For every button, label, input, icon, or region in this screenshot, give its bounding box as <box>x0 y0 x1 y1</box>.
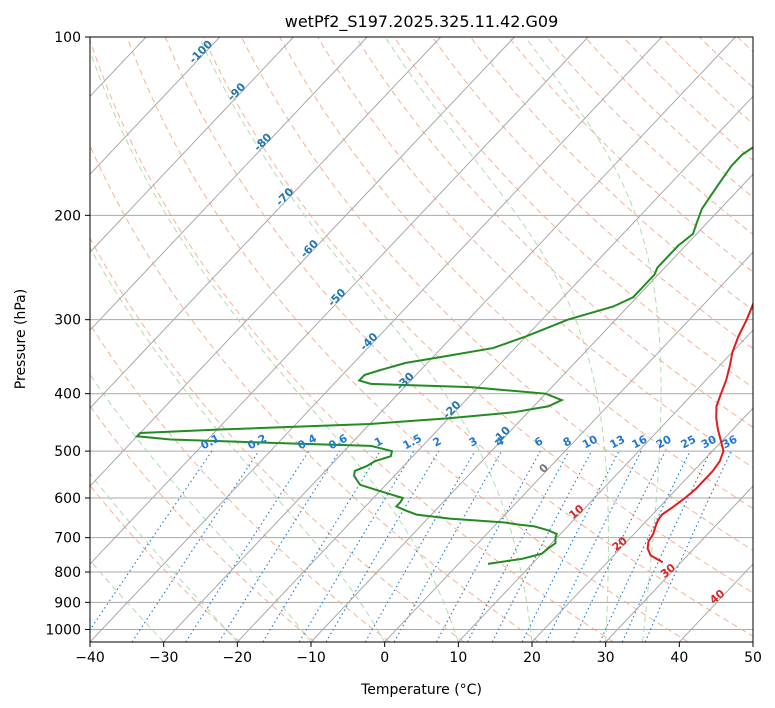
dry-adiabat-line <box>90 38 614 642</box>
mixing-ratio-label: 13 <box>608 433 628 452</box>
mixing-ratio-line <box>325 450 440 642</box>
y-tick-label: 300 <box>54 313 81 329</box>
plot-frame <box>89 36 754 643</box>
mixing-ratio-line <box>621 450 712 642</box>
x-tick-label: −20 <box>223 650 253 666</box>
y-tick-label: 500 <box>54 444 81 460</box>
x-tick-label: 10 <box>449 650 467 666</box>
mixing-ratio-label: 25 <box>679 433 699 452</box>
dry-adiabat-line <box>90 484 241 642</box>
dry-adiabat-line <box>164 37 753 637</box>
dry-adiabat-line <box>546 37 753 236</box>
mixing-ratio-line <box>393 450 503 642</box>
x-tick-label: 50 <box>744 650 762 666</box>
dry-adiabat-line <box>279 37 753 510</box>
axis-ticks: −40 −30 −20 −10 0 10 20 30 40 50 100 200 300 400 500 60… <box>45 30 762 666</box>
plot-background <box>90 37 753 642</box>
y-tick-label: 200 <box>54 208 81 224</box>
mixing-ratio-line <box>185 450 310 642</box>
y-tick-label: 100 <box>54 30 81 46</box>
x-tick-label: 30 <box>597 650 615 666</box>
mixing-ratio-label: 10 <box>580 433 600 452</box>
dry-adiabat-line <box>202 37 753 594</box>
isotherm-line <box>163 37 736 642</box>
y-tick-label: 600 <box>54 491 81 507</box>
isotherm-line <box>605 485 753 642</box>
isotherm-line <box>90 37 663 642</box>
dry-adiabat-line <box>317 37 753 469</box>
dry-adiabat-line <box>622 37 753 162</box>
dry-adiabat-line <box>90 237 465 642</box>
dry-adiabat-line <box>90 144 540 642</box>
dry-adiabats <box>90 37 753 642</box>
dry-adiabat-line <box>126 37 689 642</box>
moist-adiabats <box>90 37 662 642</box>
isotherm-line <box>236 95 753 642</box>
isotherm-line <box>90 37 221 176</box>
isotherm-line <box>90 37 515 487</box>
dewpoint-profile-line <box>134 146 753 565</box>
mixing-ratio-label: 30 <box>699 433 719 452</box>
y-tick-label: 400 <box>54 387 81 403</box>
isotherm-line <box>90 37 294 253</box>
mixing-ratio-line <box>572 450 666 642</box>
chart-title: wetPf2_S197.2025.325.11.42.G09 <box>285 12 559 32</box>
mixing-ratio-line <box>435 450 541 642</box>
x-tick-label: −30 <box>149 650 179 666</box>
x-tick-label: 0 <box>380 650 389 666</box>
isotherm-gridlines <box>90 37 753 642</box>
mixing-ratio-line <box>599 450 691 642</box>
sounding-profiles <box>134 146 753 565</box>
y-tick-label: 800 <box>54 565 81 581</box>
mixing-ratio-label: 16 <box>630 433 650 452</box>
mixing-ratio-label: 20 <box>654 433 674 452</box>
dry-adiabat-line <box>431 37 753 350</box>
x-tick-label: −10 <box>296 650 326 666</box>
moist-adiabat-line <box>90 373 312 642</box>
y-tick-label: 700 <box>54 531 81 547</box>
isotherm-line <box>457 329 753 642</box>
mixing-ratio-lines <box>90 450 732 642</box>
isotherm-line <box>90 37 589 565</box>
x-tick-label: 40 <box>670 650 688 666</box>
isotherm-line <box>531 407 753 642</box>
x-tick-label: 20 <box>523 650 541 666</box>
mixing-ratio-line <box>364 450 476 642</box>
y-tick-label: 1000 <box>45 622 81 638</box>
isotherm-line <box>310 173 753 642</box>
dry-adiabat-line <box>90 323 390 642</box>
isotherm-line <box>90 37 368 331</box>
thermo-lines <box>90 37 753 642</box>
temperature-profile-line <box>646 301 753 564</box>
isotherm-line <box>90 37 442 409</box>
moist-adiabat-line <box>198 37 533 642</box>
dry-adiabat-line <box>393 37 753 389</box>
x-axis-label: Temperature (°C) <box>360 682 482 698</box>
moist-adiabat-line <box>90 49 459 642</box>
moist-adiabat-line <box>90 246 386 642</box>
mixing-ratio-line <box>298 450 415 642</box>
mixing-ratio-line <box>218 450 341 642</box>
y-tick-label: 900 <box>54 595 81 611</box>
isotherm-line <box>384 251 753 642</box>
dry-adiabat-line <box>508 37 753 273</box>
moist-adiabat-line <box>384 37 609 642</box>
mixing-ratio-line <box>644 450 732 642</box>
mixing-ratio-line <box>262 450 381 642</box>
x-tick-label: −40 <box>75 650 105 666</box>
moist-adiabat-line <box>524 37 662 642</box>
y-axis-label: Pressure (hPa) <box>13 289 29 389</box>
mixing-ratio-label: 36 <box>720 433 740 452</box>
dry-adiabat-line <box>470 37 753 311</box>
dry-adiabat-line <box>241 37 753 551</box>
